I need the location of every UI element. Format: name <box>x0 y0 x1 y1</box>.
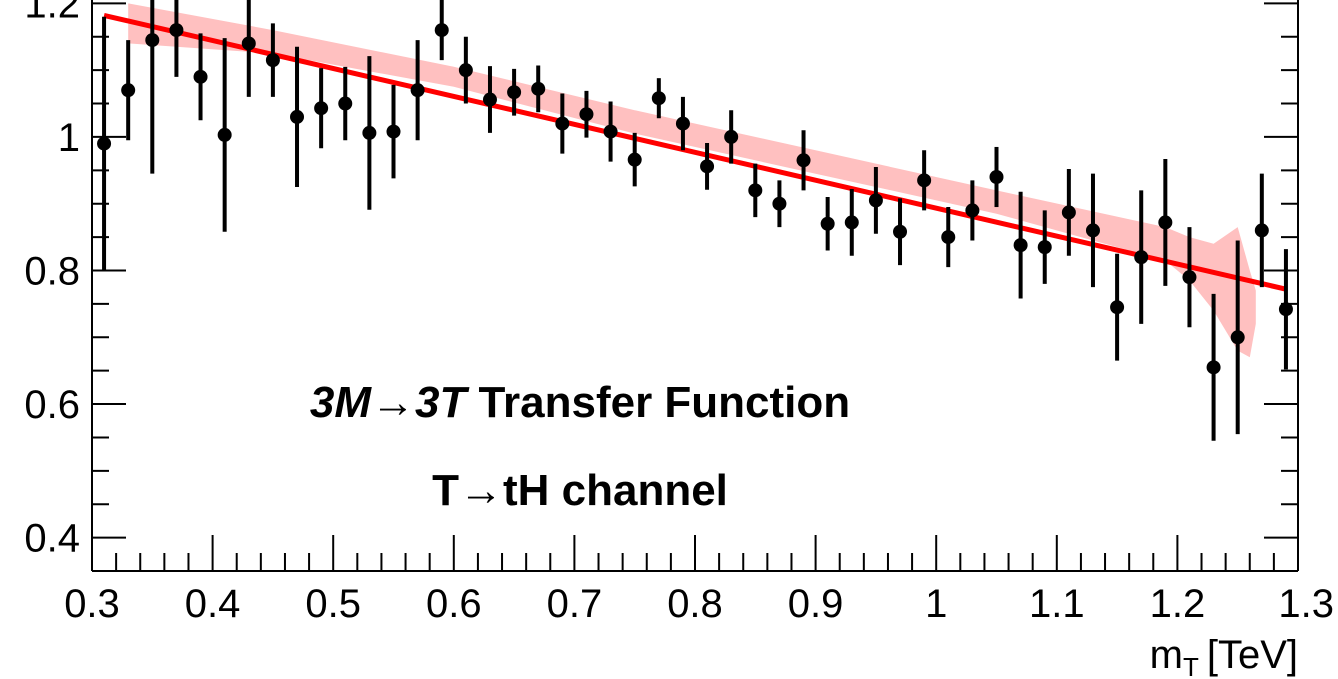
uncertainty-band-layer <box>128 3 1256 358</box>
data-point <box>121 83 136 98</box>
data-point <box>145 33 160 48</box>
y-tick-label: 0.4 <box>24 517 80 561</box>
data-point <box>290 109 305 124</box>
x-tick-label: 1 <box>925 582 947 626</box>
data-point <box>531 81 546 96</box>
data-point <box>458 63 473 78</box>
data-point <box>1061 205 1076 220</box>
x-tick-label: 1.1 <box>1029 582 1085 626</box>
data-point <box>893 224 908 239</box>
x-tick-label: 0.7 <box>547 582 603 626</box>
data-points-layer <box>97 0 1293 441</box>
x-axis-title: mT [TeV] <box>1150 633 1298 679</box>
data-point <box>434 23 449 38</box>
x-tick-label: 1.3 <box>1278 582 1334 626</box>
data-point <box>241 36 256 51</box>
data-point <box>1278 302 1293 317</box>
fit-line <box>103 12 1287 292</box>
x-axis-title-main: m <box>1150 633 1183 677</box>
x-tick-label: 0.8 <box>667 582 723 626</box>
x-axis-title-sub: T <box>1183 652 1199 679</box>
data-point <box>675 116 690 131</box>
data-point <box>1013 238 1028 253</box>
data-point <box>1085 223 1100 238</box>
data-point <box>193 69 208 84</box>
tick-labels-layer: 0.3 0.4 0.5 0.6 0.7 0.8 0.9 1 1.1 1.2 1.3 0.4 0.6 0.8… <box>24 0 1334 626</box>
x-tick-label: 1.2 <box>1150 582 1206 626</box>
data-point <box>555 116 570 131</box>
data-point <box>338 96 353 111</box>
x-tick-label: 0.6 <box>426 582 482 626</box>
x-tick-label: 0.5 <box>305 582 361 626</box>
annotation-title-rest: Transfer Function <box>466 378 850 427</box>
data-point <box>386 124 401 139</box>
data-point <box>772 196 787 211</box>
data-point <box>724 129 739 144</box>
data-point <box>1158 215 1173 230</box>
data-point <box>603 124 618 139</box>
data-point <box>651 91 666 106</box>
x-tick-label: 0.9 <box>788 582 844 626</box>
data-point <box>1037 240 1052 255</box>
x-tick-label: 0.4 <box>185 582 241 626</box>
data-point <box>748 183 763 198</box>
data-point <box>507 85 522 100</box>
data-point <box>1254 223 1269 238</box>
annotation-title: 3M→3T Transfer Function <box>310 378 850 427</box>
annotation-title-italic: 3M→3T <box>310 378 470 427</box>
data-point <box>844 215 859 230</box>
y-tick-label: 1 <box>58 116 80 160</box>
data-point <box>410 83 425 98</box>
data-point <box>627 152 642 167</box>
x-tick-label: 0.3 <box>64 582 120 626</box>
data-point <box>579 107 594 122</box>
data-point <box>265 53 280 68</box>
data-point <box>1110 300 1125 315</box>
data-point <box>1206 360 1221 375</box>
y-tick-label: 0.8 <box>24 249 80 293</box>
y-tick-label: 0.6 <box>24 383 80 427</box>
fit-uncertainty-band <box>128 3 1256 358</box>
data-point <box>169 23 184 38</box>
data-point <box>868 193 883 208</box>
data-point <box>820 216 835 231</box>
data-point <box>97 136 112 151</box>
data-point <box>796 153 811 168</box>
data-point <box>917 173 932 188</box>
data-point <box>482 92 497 107</box>
data-point <box>1134 250 1149 265</box>
fit-line-layer <box>103 12 1287 292</box>
data-point <box>700 159 715 174</box>
y-tick-label: 1.2 <box>24 0 80 26</box>
data-point <box>989 170 1004 184</box>
axis-ticks-layer <box>91 2 1299 572</box>
data-point <box>362 125 377 140</box>
data-point <box>217 127 232 142</box>
annotation-channel: T→tH channel <box>432 466 728 515</box>
data-point <box>314 101 329 116</box>
data-point <box>1230 330 1245 345</box>
data-point <box>965 203 980 218</box>
data-point <box>1182 270 1197 285</box>
x-axis-title-unit: [TeV] <box>1207 633 1298 677</box>
data-point <box>941 230 956 245</box>
